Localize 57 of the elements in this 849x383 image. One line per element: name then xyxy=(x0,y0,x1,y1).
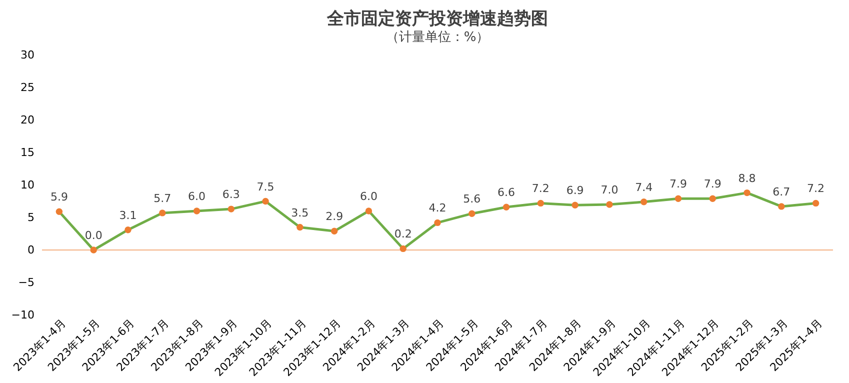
point xyxy=(159,210,166,216)
data-label: 6.0 xyxy=(188,190,206,203)
data-label: 3.1 xyxy=(119,208,137,222)
data-label: 6.7 xyxy=(772,185,790,198)
y-tick-label: 10 xyxy=(20,178,34,192)
data-label: 8.8 xyxy=(738,172,756,185)
data-label: 6.6 xyxy=(498,186,516,200)
data-label: 6.9 xyxy=(566,184,584,198)
point xyxy=(812,200,820,207)
point xyxy=(228,206,235,212)
point xyxy=(124,226,132,234)
chart-title: 全市固定资产投资增速趋势图 xyxy=(326,9,548,29)
point xyxy=(572,202,578,208)
data-label: 2.9 xyxy=(326,210,344,224)
data-label: 5.7 xyxy=(154,192,172,205)
point xyxy=(502,204,510,210)
data-label: 7.9 xyxy=(704,178,722,191)
y-tick-label: 20 xyxy=(20,114,34,126)
data-label: 3.5 xyxy=(291,206,309,220)
data-label: 0.0 xyxy=(84,229,102,242)
point xyxy=(56,208,63,215)
data-label: 7.2 xyxy=(532,182,550,196)
y-tick-label: 15 xyxy=(20,146,34,159)
chart-subtitle: （计量单位：%） xyxy=(386,30,490,45)
y-tick-label: 30 xyxy=(20,48,34,62)
data-label: 7.9 xyxy=(669,178,687,191)
point xyxy=(744,189,750,196)
y-tick-label: 5 xyxy=(28,211,34,224)
y-tick-label: −5 xyxy=(18,276,34,289)
point xyxy=(674,195,682,202)
y-tick-label: 0 xyxy=(28,244,34,256)
point xyxy=(537,200,544,207)
data-label: 7.5 xyxy=(256,180,274,194)
data-label: 7.2 xyxy=(807,182,825,196)
data-label: 4.2 xyxy=(428,202,446,215)
data-label: 6.3 xyxy=(222,188,240,202)
point xyxy=(709,195,716,202)
data-label: 0.2 xyxy=(394,228,412,241)
data-label: 5.6 xyxy=(463,192,481,206)
point xyxy=(193,208,200,214)
y-tick-label: −10 xyxy=(11,308,34,322)
point xyxy=(434,219,441,226)
point xyxy=(606,201,613,208)
y-tick-label: 25 xyxy=(20,81,34,94)
point xyxy=(296,224,304,231)
point xyxy=(400,245,406,252)
data-label: 6.0 xyxy=(360,190,378,203)
point xyxy=(468,210,476,217)
point xyxy=(365,208,372,214)
data-label: 5.9 xyxy=(50,190,68,204)
point xyxy=(90,246,97,254)
point xyxy=(778,203,785,210)
data-label: 7.0 xyxy=(600,184,618,196)
point xyxy=(640,198,648,206)
point xyxy=(330,228,338,234)
data-label: 7.4 xyxy=(635,180,653,194)
point xyxy=(262,198,269,205)
